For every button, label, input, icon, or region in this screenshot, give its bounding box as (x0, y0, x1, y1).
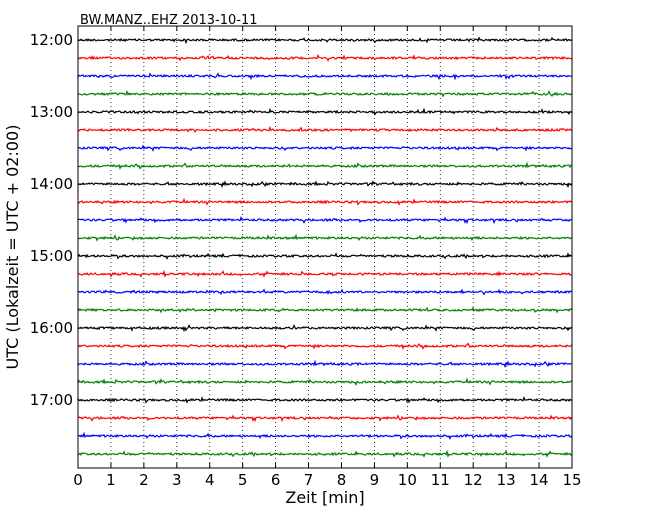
x-tick-label: 5 (238, 471, 248, 489)
trace-1500 (77, 252, 573, 261)
trace-1345 (77, 161, 573, 171)
y-tick-label: 15:00 (30, 247, 73, 265)
trace-1230 (77, 72, 573, 81)
trace-1245 (77, 89, 573, 98)
x-tick-label: 11 (431, 471, 450, 489)
trace-1530 (77, 288, 573, 296)
trace-1630 (77, 359, 572, 368)
trace-1200 (77, 36, 573, 45)
trace-1600 (77, 324, 573, 333)
x-tick-label: 1 (106, 471, 116, 489)
trace-1445 (77, 233, 573, 242)
x-axis-label: Zeit [min] (285, 488, 364, 507)
trace-1215 (77, 53, 573, 62)
x-tick-label: 15 (562, 471, 581, 489)
trace-1400 (77, 180, 573, 189)
x-tick-label: 12 (464, 471, 483, 489)
trace-1715 (77, 414, 573, 423)
trace-1415 (77, 197, 573, 206)
x-tick-label: 14 (530, 471, 549, 489)
y-tick-label: 16:00 (30, 319, 73, 337)
trace-1315 (77, 125, 573, 133)
trace-1645 (77, 377, 573, 387)
x-tick-label: 4 (205, 471, 215, 489)
x-tick-label: 9 (370, 471, 380, 489)
x-tick-label: 3 (172, 471, 182, 489)
trace-1545 (77, 306, 573, 314)
y-tick-label: 12:00 (30, 31, 73, 49)
trace-1300 (77, 107, 573, 116)
plot-frame (77, 25, 573, 469)
x-tick-label: 13 (497, 471, 516, 489)
trace-1745 (77, 449, 573, 458)
trace-1515 (77, 269, 572, 278)
trace-1700 (77, 395, 572, 404)
axis-ticks: 0 1 2 3 4 5 6 7 8 9 10 11 12 13 14 1512:0013:0014:0015:… (30, 26, 582, 489)
x-tick-label: 0 (73, 471, 83, 489)
y-axis-label: UTC (Lokalzeit = UTC + 02:00) (3, 125, 22, 370)
vertical-grid (110, 26, 540, 468)
x-tick-label: 10 (398, 471, 417, 489)
chart-title: BW.MANZ..EHZ 2013-10-11 (80, 13, 258, 28)
y-tick-label: 17:00 (30, 391, 73, 409)
trace-1330 (77, 144, 573, 152)
seismic-traces (77, 36, 573, 458)
trace-1615 (77, 342, 573, 351)
y-tick-label: 13:00 (30, 103, 73, 121)
x-tick-label: 8 (337, 471, 347, 489)
x-tick-label: 6 (271, 471, 281, 489)
y-tick-label: 14:00 (30, 175, 73, 193)
x-tick-label: 7 (304, 471, 314, 489)
trace-1430 (77, 215, 573, 225)
x-tick-label: 2 (139, 471, 149, 489)
trace-1730 (77, 431, 573, 441)
